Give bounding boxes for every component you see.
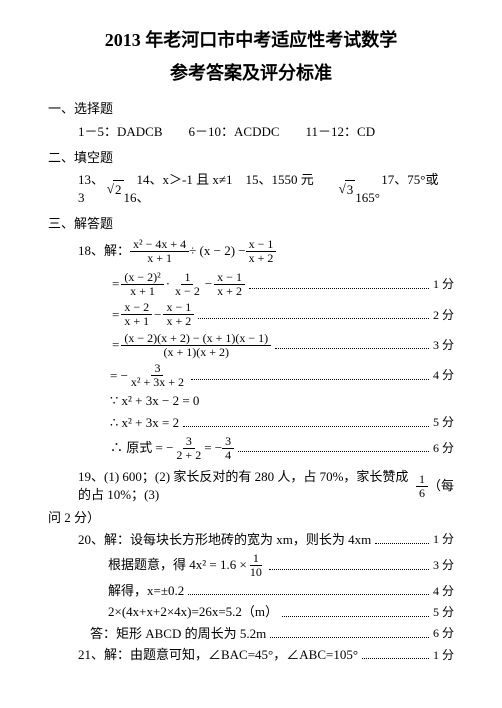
q18-label: 18、解： [78,242,130,260]
frac-1: x² − 4x + 4x + 1 [130,238,189,265]
q18-step2: = x − 2x + 1 − x − 1x + 2 2 分 [48,301,454,328]
q19-line2: 问 2 分） [48,509,454,527]
q20-l2: 根据题意，得 4x² = 1.6 × 110 3 分 [48,552,454,579]
q13-label: 13、3 [78,171,107,207]
q18-step4: = − 3x² + 3x + 2 4 分 [48,362,454,389]
q21-l1: 21、解：由题意可知，∠BAC=45°，∠ABC=105°1 分 [48,646,454,664]
doc-title: 2013 年老河口市中考适应性考试数学 [48,28,454,53]
section2-answers: 13、3 √2 14、x＞-1 且 x≠1 15、1550 元 16、 √3 1… [48,171,454,207]
q14-17-part1: 14、x＞-1 且 x≠1 15、1550 元 16、 [124,171,339,207]
section1-head: 一、选择题 [48,100,454,118]
q18-step6: ∴ x² + 3x = 2 5 分 [48,414,454,432]
div-text: ÷ (x − 2) − [189,242,245,260]
sqrt-3: √3 [339,180,356,199]
q20-l3: 解得，x=±0.24 分 [48,582,454,600]
q18-step5: ∵ x² + 3x − 2 = 0 [48,392,454,410]
q17: 17、75°或 165° [355,171,454,207]
q18-step7: ∴ 原式 = − 32 + 2 = − 34 6 分 [48,435,454,462]
sqrt-2: √2 [107,180,124,199]
q19-line1: 19、(1) 600；(2) 家长反对的有 280 人，占 70%，家长赞成的占… [48,468,454,504]
q20-l5: 答：矩形 ABCD 的周长为 5.2m6 分 [48,625,454,643]
q18-line0: 18、解： x² − 4x + 4x + 1 ÷ (x − 2) − x − 1… [48,238,454,265]
q18-step1: = (x − 2)²x + 1 · 1x − 2 − x − 1x + 2 1 … [48,271,454,298]
q20-l4: 2×(4x+x+2×4x)=26x=5.2（m）5 分 [48,603,454,621]
section1-answers: 1－5：DADCB 6－10：ACDDC 11－12：CD [48,123,454,141]
section3-head: 三、解答题 [48,215,454,233]
section2-head: 二、填空题 [48,149,454,167]
q20-l1: 20、解：设每块长方形地砖的宽为 xm，则长为 4xm1 分 [48,531,454,549]
frac-2: x − 1x + 2 [246,238,277,265]
q18-step3: = (x − 2)(x + 2) − (x + 1)(x − 1)(x + 1)… [48,332,454,359]
doc-subtitle: 参考答案及评分标准 [48,61,454,86]
